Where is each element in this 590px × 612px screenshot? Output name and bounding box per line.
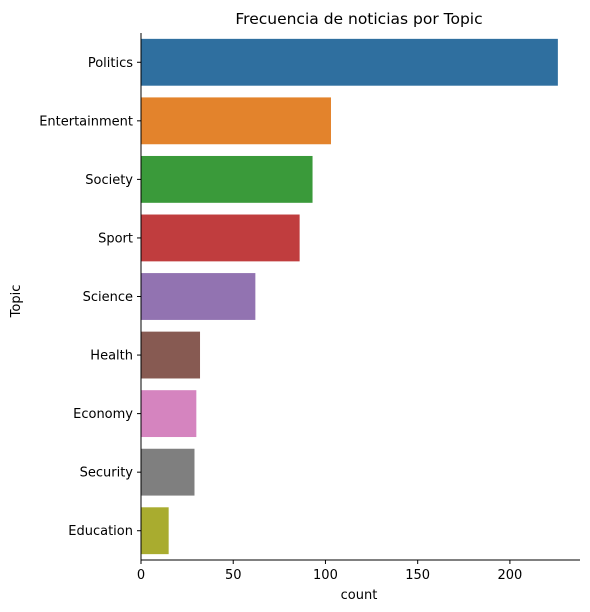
bar-politics xyxy=(141,38,558,86)
x-axis-label: count xyxy=(341,588,378,603)
y-tick-label: Politics xyxy=(88,56,133,71)
y-tick-label: Science xyxy=(83,290,133,305)
bar-health xyxy=(141,331,201,379)
y-tick-label: Society xyxy=(85,173,133,188)
x-tick-label: 100 xyxy=(313,568,338,583)
x-tick-label: 0 xyxy=(137,568,145,583)
y-tick-label: Security xyxy=(80,466,134,481)
bars-group xyxy=(141,38,558,555)
x-tick-label: 150 xyxy=(405,568,430,583)
bar-security xyxy=(141,448,195,496)
bar-economy xyxy=(141,390,197,438)
bar-entertainment xyxy=(141,97,331,145)
bar-sport xyxy=(141,214,300,262)
y-tick-label: Education xyxy=(68,524,133,539)
y-tick-label: Entertainment xyxy=(39,114,133,129)
x-tick-label: 200 xyxy=(497,568,522,583)
y-tick-label: Health xyxy=(90,349,133,364)
chart-title: Frecuencia de noticias por Topic xyxy=(235,10,482,28)
y-axis-ticks: Politics Entertainment Society Sport Science… xyxy=(39,56,141,539)
y-tick-label: Sport xyxy=(98,231,133,246)
x-axis-ticks: 0 50 100 150 200 xyxy=(137,560,522,583)
y-axis-label: Topic xyxy=(9,285,24,319)
y-tick-label: Economy xyxy=(73,407,133,422)
bar-society xyxy=(141,155,313,203)
bar-science xyxy=(141,273,256,320)
bar-education xyxy=(141,507,169,555)
x-tick-label: 50 xyxy=(225,568,242,583)
